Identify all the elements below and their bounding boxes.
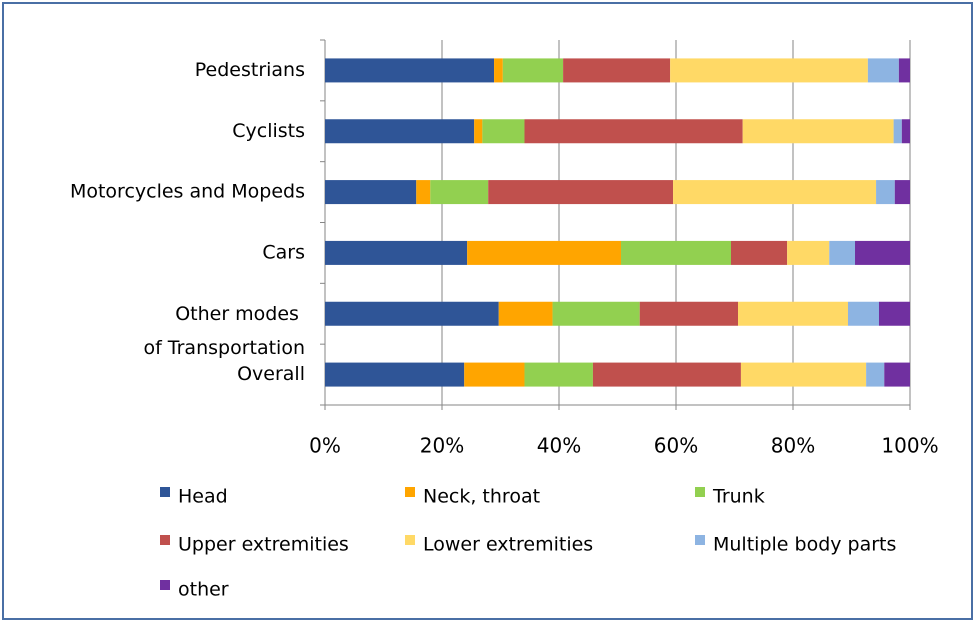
bar-segment <box>884 362 910 387</box>
bar-segment <box>325 240 468 265</box>
x-tick-label: 100% <box>881 434 938 458</box>
bar-segment <box>847 301 879 326</box>
x-tick-label: 80% <box>771 434 815 458</box>
bar-segment <box>730 240 788 265</box>
bar-segment <box>738 301 848 326</box>
bar-segment <box>325 180 417 205</box>
legend-label: Neck, throat <box>423 486 540 508</box>
bar-segment <box>901 119 910 144</box>
legend-label: other <box>178 579 229 601</box>
y-tick-label: Pedestrians <box>195 59 305 81</box>
bar-segment <box>787 240 830 265</box>
bar-segment <box>639 301 739 326</box>
legend-swatch <box>160 487 170 497</box>
legend-label: Head <box>178 486 228 508</box>
y-tick-label: Cars <box>262 241 305 263</box>
bar-segment <box>898 58 910 83</box>
legend-swatch <box>160 535 170 545</box>
bar-segment <box>524 362 593 387</box>
bar-segment <box>670 58 868 83</box>
x-tick-label: 20% <box>420 434 464 458</box>
bar-segment <box>893 119 902 144</box>
bar-segment <box>416 180 431 205</box>
bar-segment <box>552 301 640 326</box>
bar-segment <box>867 58 899 83</box>
x-tick-label: 0% <box>309 434 341 458</box>
bar-segment <box>855 240 910 265</box>
bar-segment <box>866 362 885 387</box>
bar-segment <box>325 362 465 387</box>
bar-segment <box>325 301 499 326</box>
bar-segment <box>894 180 910 205</box>
label-line: Other modes <box>175 302 305 324</box>
y-tick-label: Motorcycles and Mopeds <box>70 181 305 203</box>
bar-segment <box>621 240 731 265</box>
legend-label: Lower extremities <box>423 534 593 556</box>
bar-segment <box>467 240 622 265</box>
y-tick-label: Other modes of Transportation <box>143 302 305 358</box>
legend-swatch <box>405 487 415 497</box>
x-tick-label: 40% <box>537 434 581 458</box>
label-line: of Transportation <box>143 336 305 358</box>
bar-segment <box>494 58 503 83</box>
bar-segment <box>325 58 495 83</box>
bar-segment <box>325 119 475 144</box>
y-tick-label: Overall <box>237 363 305 385</box>
bar-segment <box>829 240 856 265</box>
bar-segment <box>878 301 910 326</box>
bar-segment <box>673 180 877 205</box>
legend-label: Multiple body parts <box>713 534 896 556</box>
bar-segment <box>740 362 867 387</box>
bar-segment <box>876 180 895 205</box>
legend-label: Trunk <box>712 486 765 508</box>
bar-segment <box>742 119 894 144</box>
bar-segment <box>488 180 674 205</box>
bar-segment <box>592 362 741 387</box>
legend-swatch <box>695 487 705 497</box>
legend-label: Upper extremities <box>178 534 349 556</box>
legend-swatch <box>160 580 170 590</box>
bar-segment <box>498 301 553 326</box>
bar-segment <box>502 58 564 83</box>
x-tick-label: 60% <box>654 434 698 458</box>
bar-segment <box>474 119 483 144</box>
bar-segment <box>464 362 525 387</box>
legend-swatch <box>695 535 705 545</box>
y-tick-label: Cyclists <box>232 120 305 142</box>
bar-segment <box>563 58 671 83</box>
bar-segment <box>524 119 743 144</box>
bar-segment <box>482 119 525 144</box>
legend-swatch <box>405 535 415 545</box>
bar-segment <box>430 180 489 205</box>
